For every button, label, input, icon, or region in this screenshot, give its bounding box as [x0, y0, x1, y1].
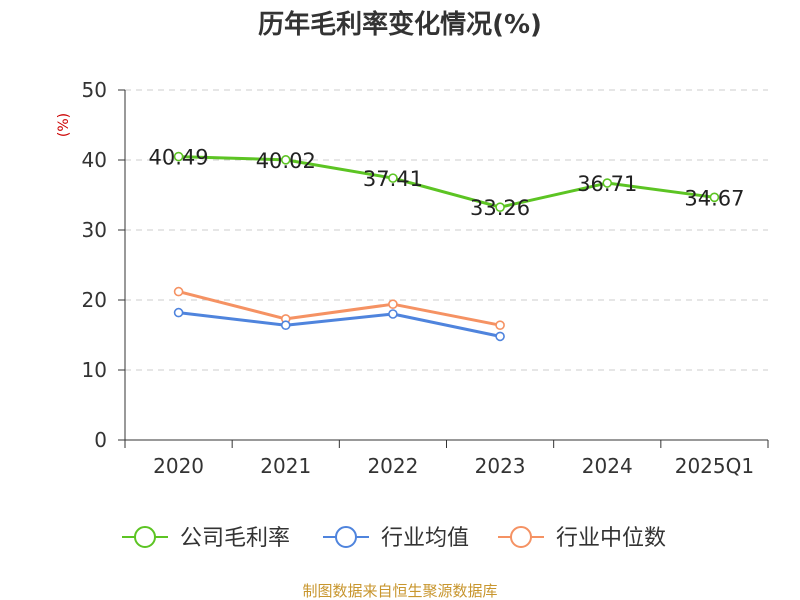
y-tick-label: 50 — [82, 78, 107, 102]
y-tick-label: 40 — [82, 148, 107, 172]
legend-label: 行业中位数 — [556, 526, 666, 551]
grid — [125, 89, 768, 371]
series-point-1 — [709, 192, 720, 203]
series-point-2 — [280, 320, 291, 331]
legend-label: 公司毛利率 — [180, 526, 290, 551]
data-label: 34.67 — [684, 186, 744, 210]
series-point-3 — [173, 286, 184, 297]
legend-marker-icon — [335, 526, 357, 548]
legend-item-3[interactable]: 行业中位数 — [498, 526, 666, 551]
x-tick-label: 2023 — [475, 454, 526, 478]
y-axis-unit: (%) — [56, 113, 72, 137]
series-point-1 — [602, 178, 613, 188]
y-tick-label: 0 — [94, 428, 107, 452]
series-point-3 — [388, 299, 398, 310]
series-point-3 — [495, 320, 505, 331]
legend[interactable]: 公司毛利率 行业均值 行业中位数 — [122, 526, 666, 551]
axes: 0 10 20 30 40 50 2020 2021 2022 2023 2024 2025Q1 — [82, 78, 769, 478]
legend-marker-icon — [510, 526, 532, 548]
data-label: 40.49 — [149, 146, 209, 170]
series-point-1 — [280, 155, 291, 165]
legend-item-2[interactable]: 行业均值 — [323, 526, 469, 551]
x-tick-label: 2022 — [367, 454, 418, 478]
legend-item-1[interactable]: 公司毛利率 — [122, 526, 290, 551]
series-point-1 — [388, 173, 398, 183]
data-labels: 40.49 40.02 37.41 33.26 36.71 34.67 — [149, 146, 745, 221]
series-point-1 — [173, 151, 184, 162]
x-tick-label: 2021 — [260, 454, 311, 478]
series-line-3 — [178, 290, 501, 327]
legend-marker-icon — [134, 526, 156, 548]
x-tick-label: 2025Q1 — [675, 454, 754, 478]
source-note: 制图数据来自恒生聚源数据库 — [302, 582, 497, 600]
legend-label: 行业均值 — [381, 526, 469, 551]
series-point-2 — [388, 309, 398, 319]
y-tick-label: 20 — [82, 288, 107, 312]
data-label: 40.02 — [256, 149, 316, 173]
series — [173, 151, 720, 342]
data-label: 37.41 — [363, 167, 423, 191]
series-point-2 — [173, 307, 184, 318]
chart-title: 历年毛利率变化情况(%) — [258, 9, 542, 40]
y-tick-label: 30 — [82, 218, 107, 242]
series-point-1 — [495, 202, 505, 212]
series-point-2 — [495, 331, 505, 342]
series-line-1 — [178, 155, 715, 209]
x-tick-label: 2024 — [582, 454, 633, 478]
x-tick-label: 2020 — [153, 454, 204, 478]
data-label: 33.26 — [470, 196, 530, 220]
data-label: 36.71 — [577, 172, 637, 196]
y-tick-label: 10 — [82, 358, 107, 382]
series-line-2 — [178, 311, 501, 338]
